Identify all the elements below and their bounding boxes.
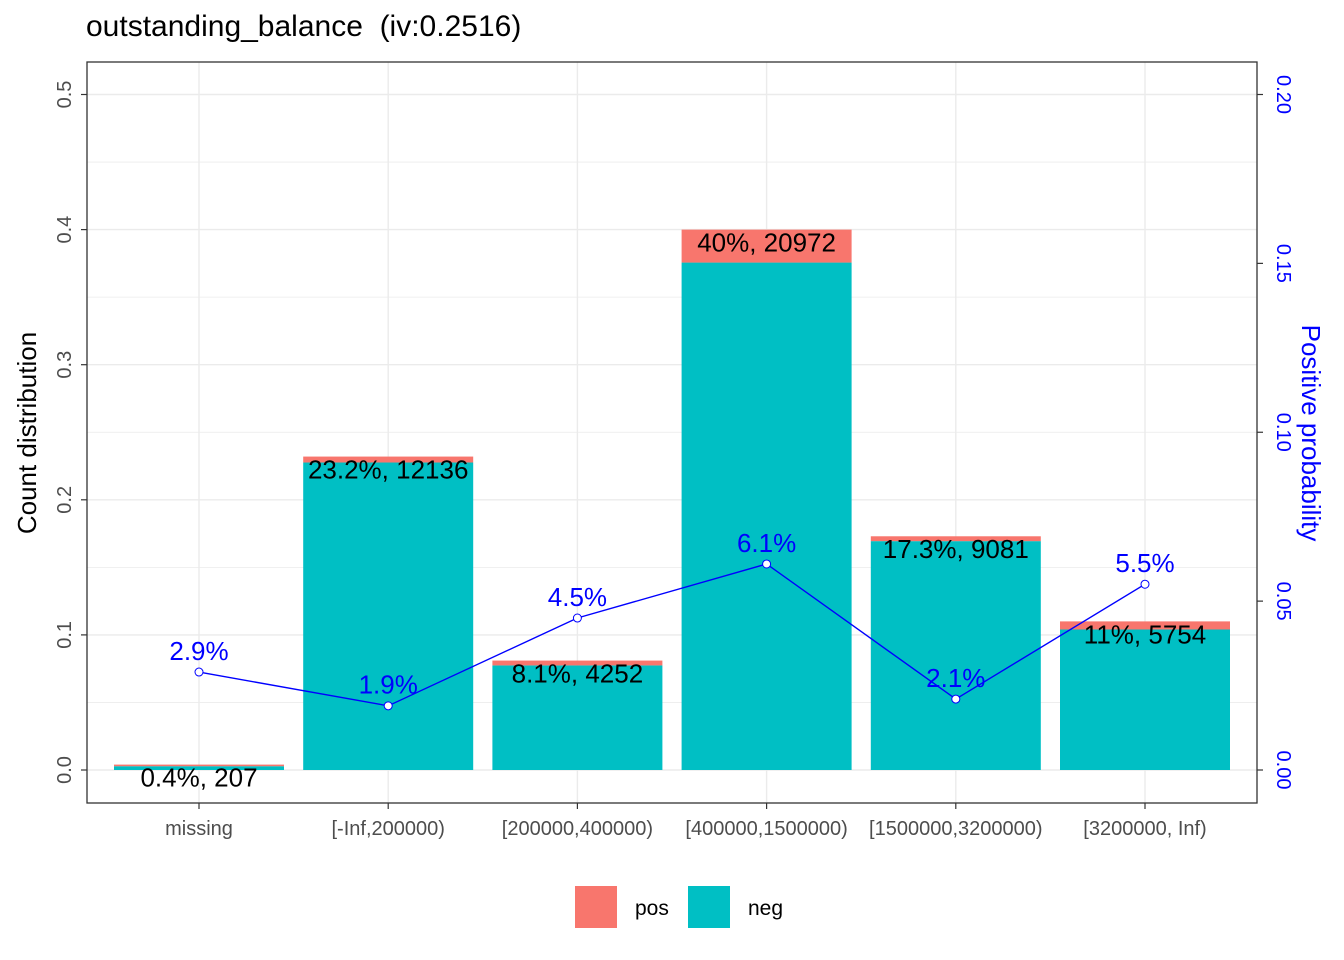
y-tick-label: 0.2 xyxy=(54,486,76,514)
bar-neg-0 xyxy=(114,766,284,770)
chart-title: outstanding_balance (iv:0.2516) xyxy=(86,10,522,43)
bar-neg-2 xyxy=(492,665,663,770)
line-layer xyxy=(194,559,1150,711)
probability-point xyxy=(762,559,772,569)
probability-label: 2.1% xyxy=(926,663,985,693)
y-tick-label: 0.5 xyxy=(54,81,76,109)
y-tick-label-right: 0.00 xyxy=(1272,751,1294,790)
bar-label: 0.4%, 207 xyxy=(140,762,257,792)
x-tick-label: [400000,1500000) xyxy=(685,818,847,840)
bar-neg-5 xyxy=(1060,629,1230,770)
legend-swatch-neg xyxy=(688,886,730,928)
bar-label: 23.2%, 12136 xyxy=(308,454,468,484)
x-tick-label: missing xyxy=(165,818,233,840)
legend-swatch-pos xyxy=(575,886,617,928)
x-tick-label: [1500000,3200000) xyxy=(869,818,1043,840)
bar-pos-5 xyxy=(1060,621,1230,630)
probability-point xyxy=(383,701,393,711)
y-tick-label: 0.4 xyxy=(54,216,76,244)
bars-layer xyxy=(114,229,1230,770)
bar-pos-1 xyxy=(303,456,474,463)
x-tick-label: [-Inf,200000) xyxy=(331,818,444,840)
probability-point xyxy=(951,694,961,704)
bar-pos-0 xyxy=(114,764,284,767)
labels-layer: 0.4%, 207 23.2%, 12136 8.1%, 4252 40%, 2097… xyxy=(140,227,1206,792)
chart: 0.4%, 207 23.2%, 12136 8.1%, 4252 40%, 2097… xyxy=(12,61,1326,840)
x-tick-label: [3200000, Inf) xyxy=(1083,818,1206,840)
bar-neg-3 xyxy=(681,262,852,770)
bar-label: 17.3%, 9081 xyxy=(883,534,1029,564)
y-tick-label-right: 0.20 xyxy=(1272,75,1294,114)
y-tick-label: 0.0 xyxy=(54,756,76,784)
y-tick-label-right: 0.10 xyxy=(1272,413,1294,452)
y-tick-label: 0.3 xyxy=(54,351,76,379)
probability-point xyxy=(1140,579,1150,589)
y-tick-label-right: 0.15 xyxy=(1272,244,1294,283)
y-tick-label-right: 0.05 xyxy=(1272,582,1294,621)
probability-label: 4.5% xyxy=(548,582,607,612)
probability-point xyxy=(572,613,582,623)
axes-layer: 0.0 0.1 0.2 0.3 0.4 0.5 0.00 0.05 0.10 0.15 0.20 mi… xyxy=(54,75,1294,840)
probability-label: 6.1% xyxy=(737,528,796,558)
bar-label: 8.1%, 4252 xyxy=(512,658,644,688)
x-tick-label: [200000,400000) xyxy=(502,818,653,840)
y-axis-label: Count distribution xyxy=(12,332,42,534)
probability-label: 1.9% xyxy=(359,670,418,700)
legend-label-neg: neg xyxy=(748,897,784,920)
bar-pos-2 xyxy=(492,660,663,666)
bar-pos-3 xyxy=(681,229,852,263)
probability-point xyxy=(194,667,204,677)
y-axis-label-right: Positive probability xyxy=(1296,325,1326,542)
legend-label-pos: pos xyxy=(635,897,669,920)
probability-label: 2.9% xyxy=(169,636,228,666)
bar-pos-4 xyxy=(870,536,1041,542)
bar-neg-1 xyxy=(303,462,474,770)
y-tick-label: 0.1 xyxy=(54,621,76,649)
probability-label: 5.5% xyxy=(1115,548,1174,578)
bar-label: 11%, 5754 xyxy=(1084,619,1206,649)
probability-line xyxy=(198,563,1146,707)
bar-label: 40%, 20972 xyxy=(697,227,836,257)
bar-neg-4 xyxy=(870,541,1041,770)
